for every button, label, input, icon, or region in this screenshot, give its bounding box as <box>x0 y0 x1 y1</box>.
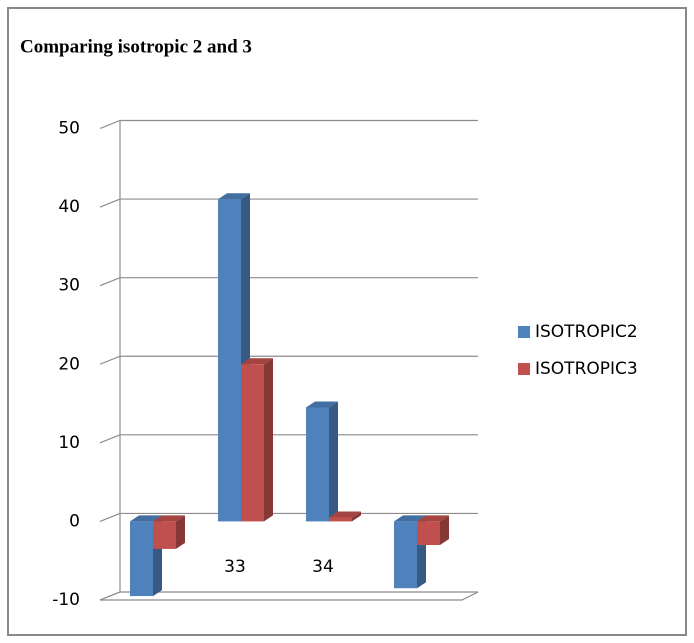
bar-front <box>218 199 241 522</box>
bar-front <box>329 517 352 522</box>
bar <box>153 515 185 549</box>
bar-side <box>176 515 185 549</box>
bar <box>329 511 361 522</box>
grid-line <box>99 119 478 130</box>
bar-top <box>153 515 185 522</box>
y-tick-label: 20 <box>58 354 80 374</box>
x-tick-label: 33 <box>224 557 246 577</box>
floor <box>100 591 479 601</box>
bar-top <box>306 401 338 408</box>
bar-side <box>352 511 361 522</box>
bar-top <box>130 515 162 522</box>
bar-front <box>130 521 153 597</box>
bar-front <box>153 521 176 549</box>
y-tick-label: -10 <box>52 590 80 610</box>
bar-side <box>440 515 449 545</box>
bar-side <box>264 358 273 522</box>
bar <box>417 515 449 545</box>
bar-top <box>241 358 273 365</box>
grid-line <box>99 198 478 208</box>
bar-top <box>329 511 361 518</box>
grid-line <box>99 355 478 365</box>
bar-top <box>417 515 449 522</box>
y-tick-label: 0 <box>69 511 80 531</box>
y-tick-label: 30 <box>58 276 80 296</box>
bar-front <box>306 407 329 522</box>
grid-line <box>99 434 478 444</box>
bar-front <box>394 521 417 589</box>
bar-side <box>329 401 338 522</box>
bar-top <box>394 515 426 522</box>
legend-label: ISOTROPIC3 <box>535 359 638 379</box>
chart-title: Comparing isotropic 2 and 3 <box>20 36 252 57</box>
chart-frame <box>7 7 687 636</box>
legend-label: ISOTROPIC2 <box>535 322 638 342</box>
bar <box>306 401 338 522</box>
bar-top <box>218 193 250 200</box>
y-tick-label: 50 <box>58 119 80 139</box>
legend-swatch <box>518 326 530 338</box>
legend-swatch <box>518 363 530 375</box>
grid-line <box>99 277 478 287</box>
grid-line <box>99 591 478 601</box>
x-tick-label: 34 <box>312 557 334 577</box>
y-tick-label: 10 <box>58 433 80 453</box>
y-tick-label: 40 <box>58 197 80 217</box>
bar-front <box>241 364 264 522</box>
bar-front <box>417 521 440 545</box>
bar <box>241 358 273 522</box>
